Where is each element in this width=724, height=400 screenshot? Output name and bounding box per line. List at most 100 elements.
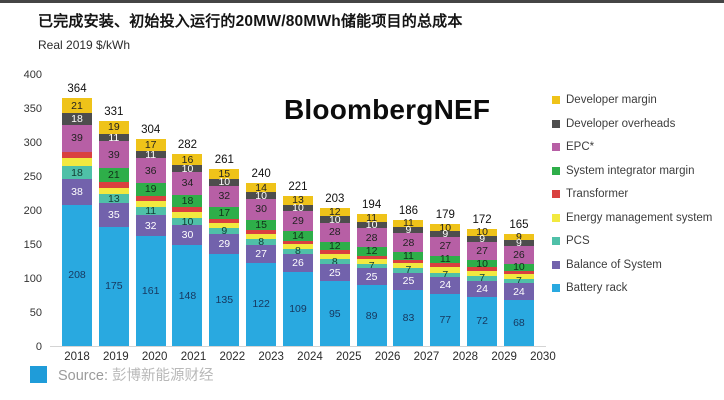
- segment-value-label: 34: [181, 177, 194, 190]
- segment-value-label: 14: [292, 229, 304, 242]
- segment-battery-rack: 122: [246, 263, 277, 346]
- top-border: [0, 0, 724, 3]
- legend-label: Battery rack: [566, 282, 628, 294]
- y-axis-tick: 100: [23, 273, 42, 285]
- segment-transformer: [430, 263, 461, 268]
- segment-value-label: 30: [255, 203, 267, 216]
- segment-value-label: 39: [107, 148, 120, 161]
- segment-transformer: [356, 255, 387, 259]
- segment-value-label: 30: [181, 229, 194, 242]
- segment-pcs: 13: [98, 193, 129, 204]
- segment-energy-management-system: [467, 271, 498, 276]
- segment-battery-rack: 68: [503, 299, 534, 346]
- legend-item-transformer: Transformer: [552, 188, 724, 200]
- segment-value-label: 18: [71, 166, 83, 179]
- segment-developer-margin: 19: [98, 120, 129, 134]
- bar-total-label: 165: [509, 218, 529, 231]
- x-axis-label: 2023: [258, 351, 284, 363]
- legend-label: PCS: [566, 235, 590, 247]
- x-axis-label: 2021: [180, 351, 207, 363]
- segment-value-label: 26: [513, 248, 525, 261]
- x-axis-label: 2030: [530, 351, 556, 363]
- segment-value-label: 19: [144, 183, 157, 196]
- segment-developer-margin: 11: [356, 213, 387, 223]
- segment-value-label: 32: [218, 190, 231, 203]
- bar-total-label: 331: [104, 105, 124, 118]
- segment-transformer: [319, 250, 350, 255]
- bar-2023: 240 14 10 30 15 8 27 122: [246, 168, 277, 346]
- bar-total-label: 194: [362, 199, 382, 212]
- y-axis-tick: 300: [23, 137, 42, 149]
- bar-total-label: 240: [251, 167, 271, 180]
- segment-value-label: 72: [476, 315, 488, 328]
- source-text: Source: 彭博新能源财经: [58, 364, 214, 385]
- segment-battery-rack: 135: [209, 254, 240, 346]
- segment-value-label: 21: [107, 168, 120, 181]
- segment-epc-: 28: [319, 222, 350, 242]
- segment-transformer: [246, 229, 277, 234]
- segment-value-label: 15: [255, 218, 267, 231]
- segment-value-label: 17: [218, 207, 231, 220]
- segment-energy-management-system: [62, 158, 92, 167]
- segment-value-label: 25: [328, 266, 341, 279]
- segment-value-label: 83: [402, 311, 415, 324]
- segment-energy-management-system: [503, 273, 534, 279]
- segment-value-label: 28: [365, 231, 378, 244]
- segment-epc-: 34: [172, 171, 203, 196]
- segment-epc-: 26: [503, 246, 534, 264]
- segment-value-label: 32: [144, 219, 157, 232]
- y-axis-tick: 400: [23, 69, 42, 81]
- segment-developer-overheads: 11: [98, 132, 129, 143]
- segment-balance-of-system: 26: [282, 254, 313, 272]
- segment-value-label: 68: [513, 316, 525, 329]
- segment-battery-rack: 148: [172, 245, 203, 346]
- segment-value-label: 29: [218, 238, 231, 251]
- segment-value-label: 18: [71, 112, 83, 125]
- segment-developer-overheads: 18: [62, 112, 92, 125]
- bar-total-label: 179: [435, 209, 455, 222]
- y-axis-tick: 0: [35, 341, 42, 353]
- segment-transformer: [98, 182, 129, 188]
- page-title-suffix: 储能项目的总成本: [340, 13, 463, 30]
- segment-battery-rack: 161: [135, 236, 166, 346]
- segment-energy-management-system: [172, 212, 203, 219]
- y-axis-tick: 200: [23, 205, 42, 217]
- legend-label: Balance of System: [566, 258, 662, 271]
- segment-value-label: 35: [107, 209, 120, 222]
- legend-item-battery-rack: Battery rack: [552, 282, 724, 294]
- segment-system-integrator-margin: 15: [246, 218, 277, 231]
- legend-label: Developer overheads: [566, 117, 676, 130]
- segment-energy-management-system: [356, 258, 387, 264]
- segment-system-integrator-margin: 12: [356, 246, 387, 257]
- bar-total-label: 282: [177, 139, 198, 152]
- segment-energy-management-system: [135, 201, 166, 208]
- segment-transformer: [172, 207, 203, 213]
- segment-balance-of-system: 25: [393, 272, 424, 290]
- bar-total-label: 221: [288, 180, 308, 193]
- legend-swatch-icon: [552, 96, 560, 104]
- legend-item-system-integrator-margin: System integrator margin: [552, 165, 724, 177]
- segment-developer-margin: 10: [467, 227, 498, 238]
- segment-developer-margin: 16: [172, 154, 203, 166]
- segment-developer-overheads: 10: [282, 203, 313, 213]
- segment-transformer: [282, 240, 313, 244]
- x-axis-label: 2022: [219, 351, 246, 363]
- segment-value-label: 208: [68, 269, 86, 282]
- legend-item-balance-of-system: Balance of System: [552, 259, 724, 271]
- bar-2018: 364 21 18 39 18 38 208: [62, 83, 92, 346]
- segment-developer-overheads: 10: [319, 214, 350, 225]
- segment-value-label: 21: [71, 99, 83, 112]
- segment-developer-overheads: 10: [172, 163, 203, 174]
- segment-transformer: [393, 259, 424, 263]
- segment-system-integrator-margin: 17: [209, 207, 240, 220]
- segment-value-label: 25: [365, 270, 378, 283]
- segment-balance-of-system: 27: [246, 244, 277, 264]
- legend-item-developer-margin: Developer margin: [552, 94, 724, 106]
- segment-battery-rack: 77: [430, 293, 461, 346]
- segment-epc-: 27: [467, 241, 498, 261]
- y-axis-tick: 250: [23, 171, 42, 183]
- segment-transformer: [209, 218, 240, 223]
- segment-value-label: 18: [181, 195, 194, 208]
- legend-swatch-icon: [552, 143, 560, 151]
- segment-energy-management-system: [282, 243, 313, 249]
